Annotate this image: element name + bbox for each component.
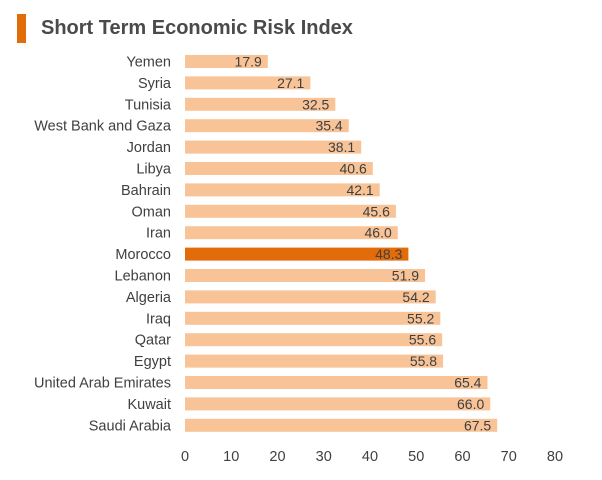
bar	[185, 140, 362, 154]
category-label: Yemen	[126, 55, 171, 71]
x-tick-label: 20	[269, 449, 285, 465]
data-label: 65.4	[454, 375, 481, 391]
bar	[185, 418, 498, 432]
x-tick-label: 30	[316, 449, 332, 465]
data-label: 54.2	[402, 289, 429, 305]
category-label: Kuwait	[127, 397, 171, 413]
x-tick-label: 10	[223, 449, 239, 465]
bar	[185, 247, 409, 261]
data-label: 55.8	[410, 353, 437, 369]
category-label: Algeria	[126, 290, 172, 306]
category-label: Iraq	[146, 311, 171, 327]
data-label: 40.6	[340, 161, 367, 177]
category-label: United Arab Emirates	[34, 376, 171, 392]
data-label: 17.9	[235, 54, 262, 70]
category-label: Tunisia	[125, 97, 172, 113]
x-tick-label: 80	[547, 449, 563, 465]
category-label: Syria	[138, 76, 172, 92]
data-label: 55.6	[409, 332, 436, 348]
data-label: 51.9	[392, 268, 419, 284]
bar	[185, 290, 436, 304]
category-label: Qatar	[135, 333, 171, 349]
data-label: 35.4	[315, 118, 342, 134]
bar	[185, 204, 396, 218]
bar	[185, 376, 488, 389]
bar	[185, 119, 349, 133]
data-label: 55.2	[407, 310, 434, 326]
category-label: Egypt	[134, 354, 171, 370]
bar	[185, 55, 268, 68]
bar	[185, 397, 491, 411]
bar	[185, 97, 336, 111]
category-label: Jordan	[127, 140, 171, 156]
bar	[185, 162, 373, 175]
data-label: 45.6	[363, 203, 390, 219]
data-label: 46.0	[365, 225, 392, 241]
x-tick-label: 70	[501, 449, 517, 465]
category-label: Iran	[146, 226, 171, 242]
category-label: Saudi Arabia	[89, 418, 172, 434]
category-label: Bahrain	[121, 183, 171, 199]
category-label: West Bank and Gaza	[34, 119, 172, 135]
chart-title: Short Term Economic Risk Index	[41, 17, 353, 39]
bar	[185, 333, 443, 347]
category-label: Lebanon	[115, 269, 171, 285]
category-label: Oman	[132, 204, 172, 220]
bar	[185, 269, 426, 282]
title-accent-bar	[17, 14, 26, 43]
data-label: 32.5	[302, 96, 329, 112]
x-tick-label: 40	[362, 449, 378, 465]
x-tick-label: 0	[181, 449, 189, 465]
bar	[185, 354, 444, 368]
data-label: 38.1	[328, 139, 355, 155]
data-label: 67.5	[464, 417, 491, 433]
data-label: 42.1	[346, 182, 373, 198]
data-label: 27.1	[277, 75, 304, 91]
bar	[185, 311, 441, 325]
bar	[185, 76, 311, 90]
category-label: Libya	[136, 162, 172, 178]
category-label: Morocco	[115, 247, 171, 263]
bar	[185, 226, 398, 240]
x-tick-label: 50	[408, 449, 424, 465]
x-tick-label: 60	[454, 449, 470, 465]
data-label: 48.3	[375, 246, 402, 262]
bar	[185, 183, 380, 197]
data-label: 66.0	[457, 396, 484, 412]
